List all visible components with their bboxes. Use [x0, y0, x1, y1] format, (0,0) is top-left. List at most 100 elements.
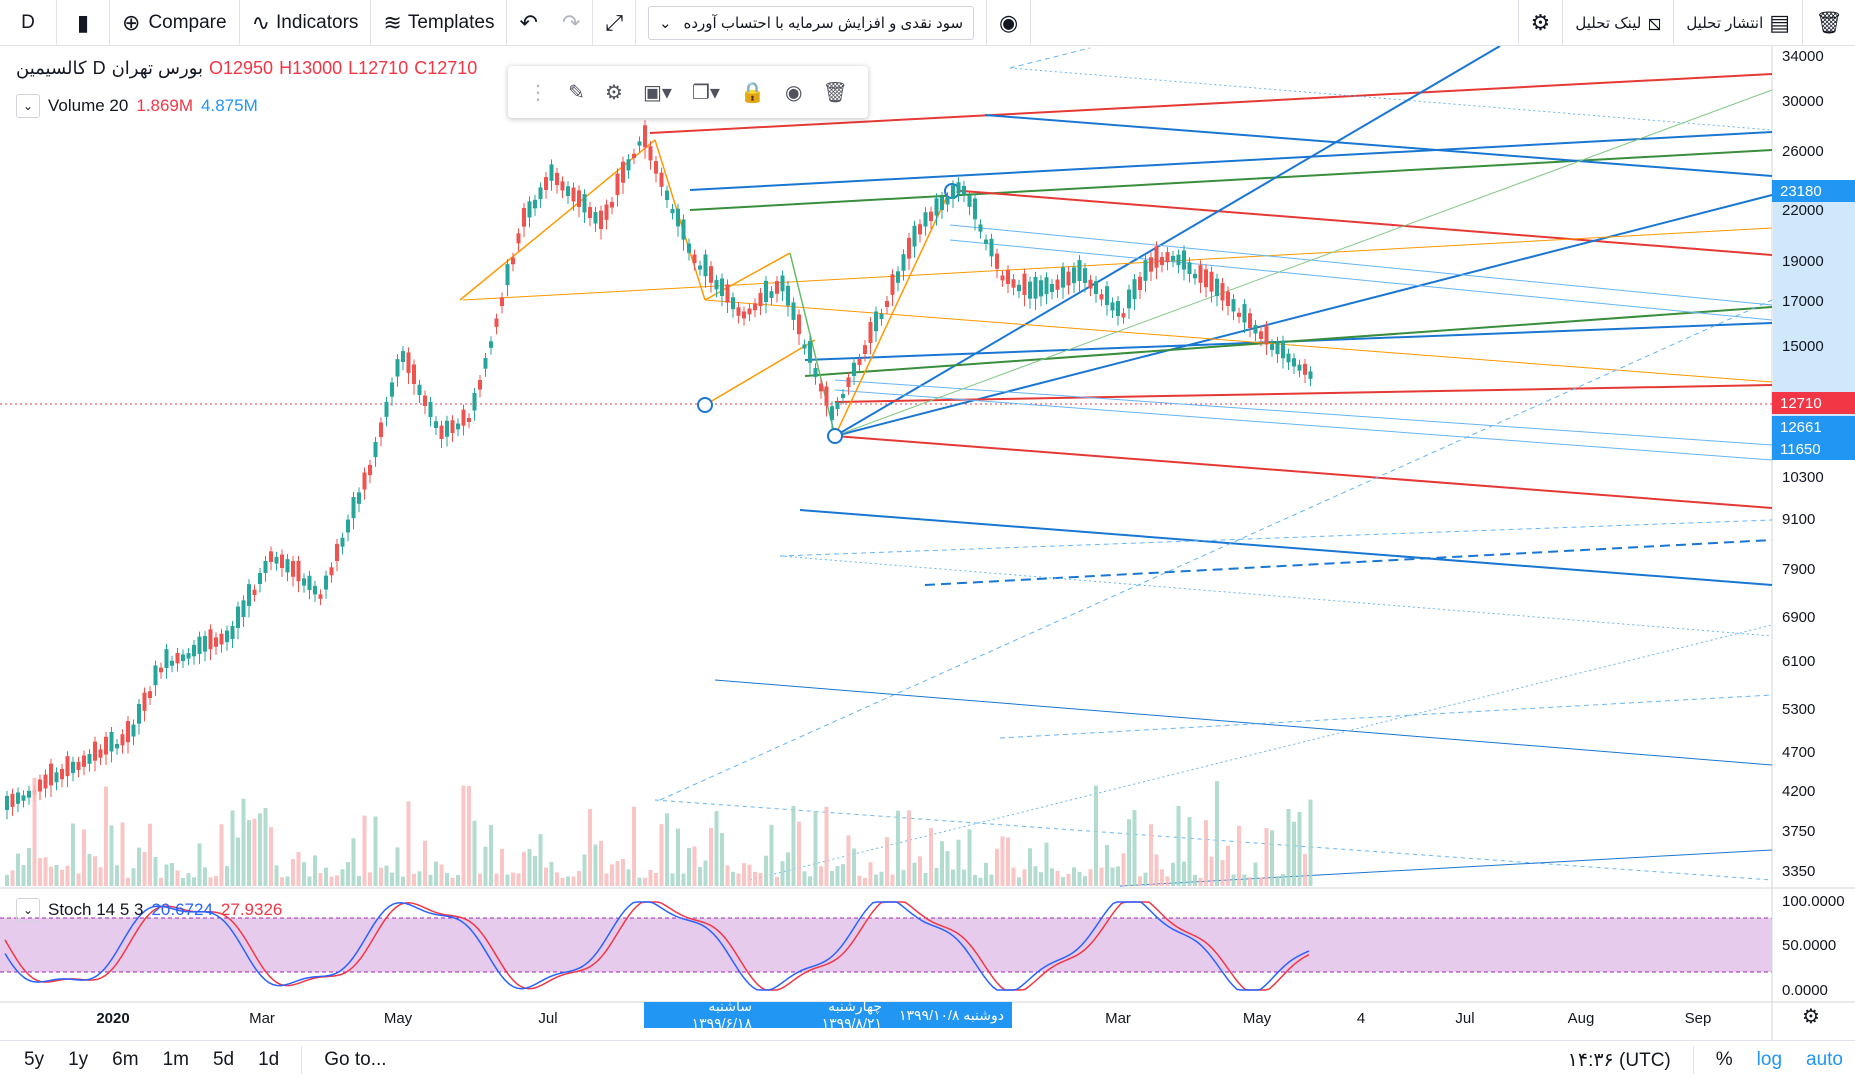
- gear-icon[interactable]: ⚙: [604, 81, 623, 104]
- candle-body: [1088, 279, 1093, 289]
- high-value: H13000: [279, 58, 343, 78]
- divider: [1802, 0, 1804, 46]
- publish-button[interactable]: انتشار تحلیل ▤: [1674, 0, 1802, 46]
- time-axis-label: 2020: [96, 1010, 129, 1027]
- candle-body: [907, 237, 911, 259]
- volume-bar: [241, 798, 246, 886]
- volume-bar: [588, 809, 592, 886]
- divider: [986, 0, 988, 46]
- eye-icon[interactable]: ◉: [785, 81, 803, 104]
- price-axis-label: 6100: [1782, 653, 1815, 670]
- volume-bar: [802, 871, 807, 886]
- candle-body: [1132, 279, 1137, 300]
- range-5d[interactable]: 5d: [212, 1049, 235, 1070]
- auto-toggle[interactable]: auto: [1806, 1049, 1843, 1070]
- candle-body: [934, 198, 939, 216]
- fullscreen-button[interactable]: ⤢: [593, 0, 635, 46]
- drag-handle-icon[interactable]: ⋮: [528, 81, 549, 104]
- clone-icon[interactable]: ❐▾: [691, 81, 720, 104]
- symbol-button[interactable]: D: [21, 11, 35, 33]
- candle-body: [599, 210, 603, 229]
- settings-button[interactable]: ⚙: [1519, 0, 1563, 46]
- trend-line: [779, 555, 1773, 637]
- volume-bar: [137, 847, 141, 886]
- candles: [5, 120, 1313, 820]
- volume-bar: [544, 867, 548, 886]
- price-axis-label: 4700: [1782, 744, 1815, 761]
- candle-body: [846, 377, 851, 387]
- candle-body: [406, 352, 411, 373]
- anchor-handle: [827, 428, 843, 444]
- goto-button[interactable]: Go to...: [324, 1049, 387, 1070]
- trend-line: [689, 131, 1773, 191]
- hide-drawings-button[interactable]: ◉: [987, 0, 1030, 46]
- candle-body: [632, 153, 636, 158]
- collapse-chevron-icon[interactable]: ⌄: [16, 898, 40, 922]
- price-chart[interactable]: 34000 30000 26000 22000 19000 17000 15000 10300…: [0, 46, 1855, 1040]
- candle-body: [428, 401, 433, 417]
- candle-body: [148, 691, 152, 698]
- pencil-icon[interactable]: ✎: [568, 81, 585, 104]
- log-toggle[interactable]: log: [1756, 1049, 1783, 1070]
- compare-button[interactable]: ⊕ Compare: [110, 0, 239, 46]
- volume-bar: [1039, 872, 1043, 886]
- candle-body: [241, 600, 246, 617]
- volume-bar: [439, 864, 444, 886]
- drawings[interactable]: [459, 46, 1773, 887]
- candle-body: [566, 186, 570, 196]
- lock-icon[interactable]: 🔒: [740, 81, 765, 104]
- dividend-adjust-select[interactable]: ⌄ سود نقدی و افزایش سرمایه با احتساب آور…: [647, 5, 975, 40]
- range-1m[interactable]: 1m: [162, 1049, 189, 1070]
- volume-bars: [5, 777, 1313, 886]
- range-6m[interactable]: 6m: [112, 1049, 139, 1070]
- dividend-adjust-value: سود نقدی و افزایش سرمایه با احتساب آورده: [683, 14, 964, 32]
- clock[interactable]: ۱۴:۳۶ (UTC): [1567, 1049, 1671, 1071]
- candle-body: [461, 409, 466, 426]
- candle-body: [725, 284, 730, 303]
- volume-bar: [648, 869, 653, 886]
- candle-body: [115, 743, 119, 749]
- time-axis-settings-icon[interactable]: ⚙: [1802, 1006, 1820, 1028]
- candle-body: [1209, 271, 1214, 292]
- volume-bar: [164, 864, 169, 886]
- candle-body: [467, 417, 471, 422]
- time-axis-label: Jul: [538, 1010, 557, 1027]
- volume-bar: [423, 840, 427, 886]
- candle-body: [1011, 279, 1016, 288]
- candle-body: [654, 161, 658, 174]
- trend-line: [949, 224, 1773, 306]
- range-1d[interactable]: 1d: [258, 1049, 280, 1070]
- chart-type-button[interactable]: ▮: [57, 0, 109, 46]
- candle-body: [10, 793, 15, 807]
- candle-body: [1253, 325, 1258, 334]
- trend-line: [704, 252, 791, 301]
- candle-body: [940, 196, 944, 210]
- volume-bar: [687, 848, 691, 886]
- candle-body: [1127, 289, 1131, 309]
- volume-bar: [186, 873, 191, 886]
- candle-body: [1182, 250, 1186, 270]
- range-1y[interactable]: 1y: [68, 1049, 89, 1070]
- volume-bar: [1050, 868, 1054, 886]
- share-link-button[interactable]: لینک تحلیل ⧅: [1563, 0, 1673, 46]
- undo-button[interactable]: ↶: [507, 0, 549, 46]
- trash-icon[interactable]: 🗑: [822, 81, 848, 104]
- trend-line: [999, 694, 1773, 739]
- volume-bar: [665, 813, 669, 886]
- collapse-chevron-icon[interactable]: ⌄: [16, 94, 40, 118]
- layers-icon[interactable]: ▣▾: [642, 81, 672, 104]
- candle-body: [747, 308, 752, 315]
- candle-body: [753, 303, 757, 311]
- candle-body: [604, 204, 609, 220]
- candle-body: [423, 395, 427, 406]
- redo-button[interactable]: ↷: [550, 0, 592, 46]
- stoch-legend: ⌄ Stoch 14 5 3 20.6724 27.9326: [16, 898, 282, 922]
- delete-button[interactable]: 🗑: [1803, 0, 1855, 46]
- candle-body: [555, 172, 559, 185]
- indicators-button[interactable]: ∿ Indicators: [240, 0, 371, 46]
- templates-button[interactable]: ≋ Templates: [371, 0, 506, 46]
- trend-line: [984, 114, 1773, 177]
- range-5y[interactable]: 5y: [24, 1049, 45, 1070]
- percent-toggle[interactable]: %: [1715, 1049, 1733, 1070]
- volume-bar: [967, 829, 972, 886]
